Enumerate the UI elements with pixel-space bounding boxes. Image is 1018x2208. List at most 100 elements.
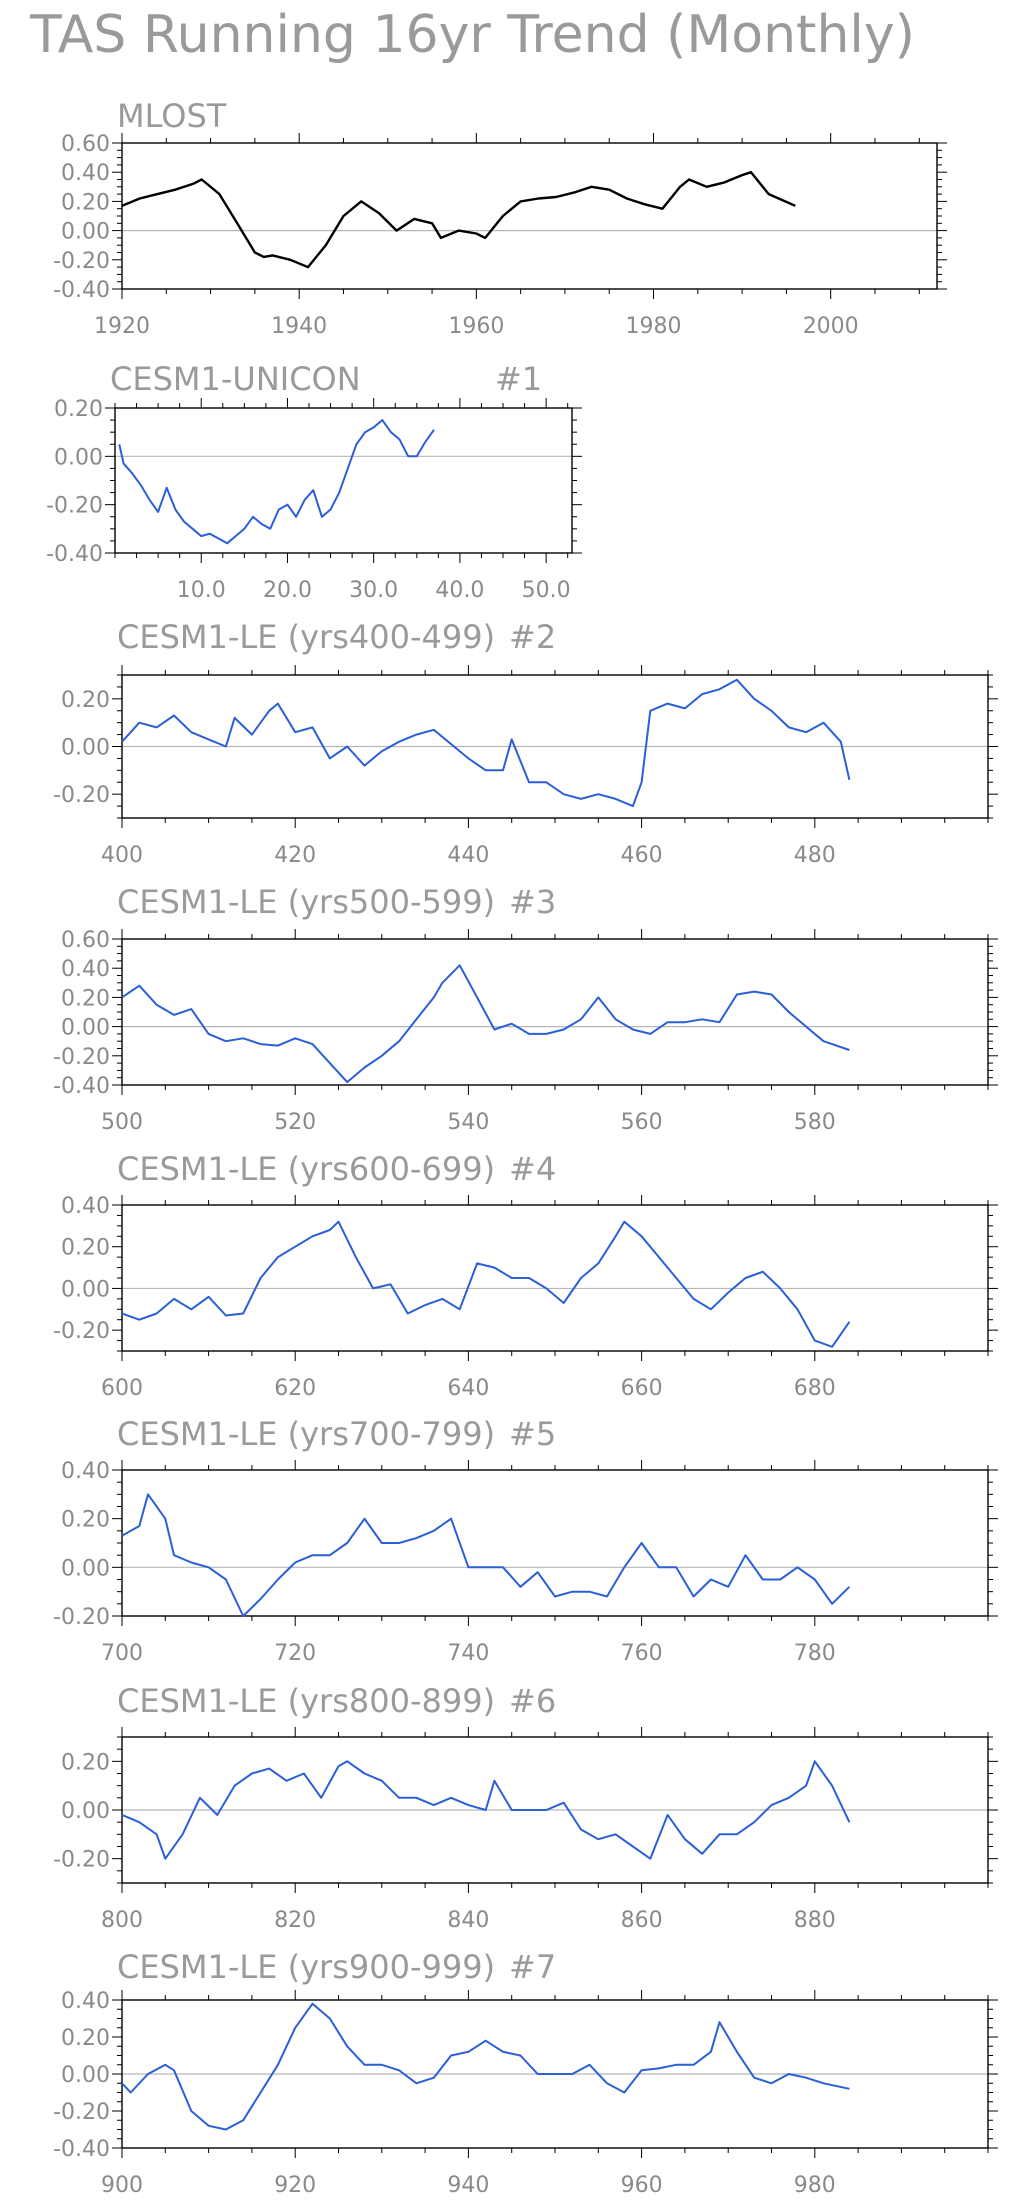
x-tick-label: 780 [794, 1641, 836, 1666]
y-tick-label: 0.40 [61, 161, 110, 186]
y-tick-label: 0.00 [61, 2063, 110, 2088]
y-tick-label: 0.20 [61, 2026, 110, 2051]
plot-frame [121, 938, 989, 1086]
x-tick-label: 400 [101, 843, 143, 868]
y-tick-label: -0.20 [53, 2100, 110, 2125]
x-tick-label: 440 [447, 843, 489, 868]
y-tick-label: -0.20 [53, 1319, 110, 1344]
x-tick-label: 620 [274, 1376, 316, 1401]
x-tick-label: 580 [794, 1110, 836, 1135]
y-tick-label: -0.40 [53, 1074, 110, 1099]
x-tick-label: 40.0 [435, 578, 484, 603]
y-tick-label: 0.40 [61, 1989, 110, 2014]
y-tick-label: -0.20 [53, 1848, 110, 1873]
y-tick-label: 0.60 [61, 928, 110, 953]
figure-title: TAS Running 16yr Trend (Monthly) [29, 5, 915, 65]
x-tick-label: 960 [621, 2173, 663, 2198]
y-tick-label: 0.20 [61, 190, 110, 215]
x-tick-label: 1920 [94, 314, 150, 339]
y-tick-label: 0.20 [61, 1750, 110, 1775]
x-tick-label: 840 [447, 1908, 489, 1933]
x-tick-label: 700 [101, 1641, 143, 1666]
chart-panel-3: CESM1-LE (yrs400-499) #2 400 420 440 460 480 -0… [53, 618, 998, 868]
x-tick-label: 480 [794, 843, 836, 868]
series-line [121, 1493, 851, 1617]
y-tick-label: 0.00 [61, 1277, 110, 1302]
series-line [121, 1760, 851, 1860]
y-tick-label: 0.00 [61, 1799, 110, 1824]
x-tick-label: 540 [447, 1110, 489, 1135]
x-tick-label: 600 [101, 1376, 143, 1401]
panel-run-label: #4 [509, 1150, 556, 1188]
x-tick-label: 640 [447, 1376, 489, 1401]
y-tick-label: 0.40 [61, 1194, 110, 1219]
chart-panel-5: CESM1-LE (yrs600-699) #4 600 620 640 660 680 -0… [53, 1150, 998, 1401]
x-tick-label: 660 [621, 1376, 663, 1401]
x-tick-label: 740 [447, 1641, 489, 1666]
x-tick-label: 460 [621, 843, 663, 868]
x-tick-label: 920 [274, 2173, 316, 2198]
panel-title: CESM1-LE (yrs900-999) [117, 1948, 495, 1986]
x-tick-label: 820 [274, 1908, 316, 1933]
panel-title: CESM1-LE (yrs700-799) [117, 1415, 495, 1453]
y-tick-label: 0.20 [61, 1508, 110, 1533]
series-line [121, 678, 851, 808]
panel-title: CESM1-LE (yrs400-499) [117, 618, 495, 656]
chart-panel-2: CESM1-UNICON #1 10.0 20.0 30.0 40.0 50.0 -0.40 -… [46, 360, 582, 603]
x-tick-label: 50.0 [522, 578, 571, 603]
plot-frame [121, 142, 938, 290]
x-tick-label: 30.0 [349, 578, 398, 603]
y-tick-label: -0.20 [53, 783, 110, 808]
x-tick-label: 20.0 [263, 578, 312, 603]
series-line [121, 1220, 851, 1348]
y-tick-label: 0.00 [61, 1016, 110, 1041]
y-tick-label: 0.20 [61, 688, 110, 713]
panel-run-label: #1 [495, 360, 542, 398]
series-line [121, 964, 850, 1084]
y-tick-label: 0.00 [61, 736, 110, 761]
y-tick-label: 0.20 [54, 397, 103, 422]
x-tick-label: 860 [621, 1908, 663, 1933]
panel-run-label: #6 [509, 1682, 556, 1720]
x-tick-label: 900 [101, 2173, 143, 2198]
panel-run-label: #3 [509, 883, 556, 921]
y-tick-label: -0.20 [46, 494, 103, 519]
panel-run-label: #5 [509, 1415, 556, 1453]
x-tick-label: 940 [447, 2173, 489, 2198]
y-tick-label: -0.40 [53, 278, 110, 303]
y-tick-label: 0.00 [61, 1556, 110, 1581]
x-tick-label: 980 [794, 2173, 836, 2198]
x-tick-label: 1980 [626, 314, 682, 339]
panel-title: CESM1-UNICON [110, 360, 361, 398]
series-line [121, 171, 796, 269]
chart-panel-4: CESM1-LE (yrs500-599) #3 500 520 540 560 580 -0… [53, 883, 998, 1135]
plot-frame [121, 1469, 989, 1617]
x-tick-label: 520 [274, 1110, 316, 1135]
x-tick-label: 420 [274, 843, 316, 868]
y-tick-label: 0.00 [54, 445, 103, 470]
y-tick-label: -0.20 [53, 1605, 110, 1630]
series-line [118, 419, 435, 545]
y-tick-label: 0.20 [61, 1236, 110, 1261]
x-tick-label: 500 [101, 1110, 143, 1135]
chart-panel-7: CESM1-LE (yrs800-899) #6 800 820 840 860 880 -0… [53, 1682, 998, 1933]
y-tick-label: -0.40 [46, 542, 103, 567]
x-tick-label: 1960 [448, 314, 504, 339]
y-tick-label: 0.00 [61, 220, 110, 245]
panel-title: CESM1-LE (yrs500-599) [117, 883, 495, 921]
series-line [121, 2002, 850, 2131]
y-tick-label: 0.40 [61, 1459, 110, 1484]
y-tick-label: -0.20 [53, 1045, 110, 1070]
x-tick-label: 720 [274, 1641, 316, 1666]
y-tick-label: 0.20 [61, 986, 110, 1011]
plot-frame [121, 1204, 989, 1352]
y-tick-label: 0.60 [61, 132, 110, 157]
x-tick-label: 560 [621, 1110, 663, 1135]
x-tick-label: 880 [794, 1908, 836, 1933]
chart-panel-8: CESM1-LE (yrs900-999) #7 900 920 940 960 980 -0… [53, 1948, 998, 2198]
x-tick-label: 680 [794, 1376, 836, 1401]
x-tick-label: 2000 [803, 314, 859, 339]
panels-group: MLOST 1920 1940 1960 1980 2000 -0.40 -0.20 0.00 0… [46, 97, 998, 2198]
chart-panel-6: CESM1-LE (yrs700-799) #5 700 720 740 760 780 -0… [53, 1415, 998, 1666]
